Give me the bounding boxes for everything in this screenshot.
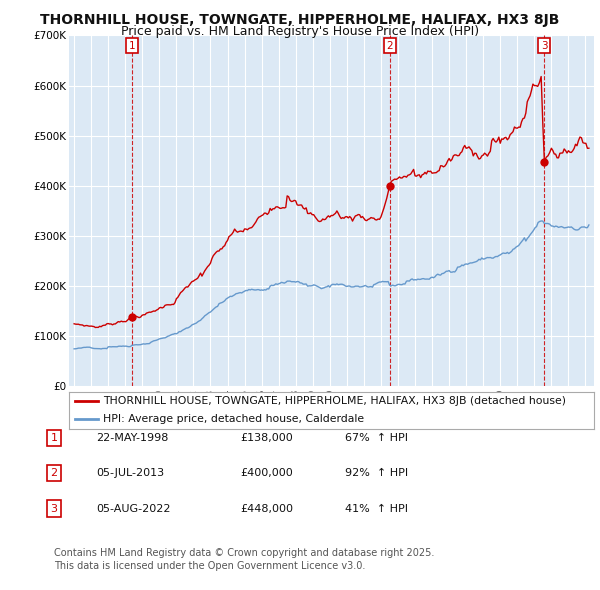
Text: 92%  ↑ HPI: 92% ↑ HPI	[345, 468, 408, 478]
Text: 2: 2	[50, 468, 58, 478]
Text: 67%  ↑ HPI: 67% ↑ HPI	[345, 433, 408, 442]
Text: £448,000: £448,000	[240, 504, 293, 513]
Text: £138,000: £138,000	[240, 433, 293, 442]
Text: Contains HM Land Registry data © Crown copyright and database right 2025.
This d: Contains HM Land Registry data © Crown c…	[54, 548, 434, 571]
Text: 1: 1	[128, 41, 135, 51]
Text: 2: 2	[386, 41, 393, 51]
Text: THORNHILL HOUSE, TOWNGATE, HIPPERHOLME, HALIFAX, HX3 8JB (detached house): THORNHILL HOUSE, TOWNGATE, HIPPERHOLME, …	[103, 396, 566, 406]
Text: Price paid vs. HM Land Registry's House Price Index (HPI): Price paid vs. HM Land Registry's House …	[121, 25, 479, 38]
Text: 1: 1	[50, 433, 58, 442]
Text: £400,000: £400,000	[240, 468, 293, 478]
Text: THORNHILL HOUSE, TOWNGATE, HIPPERHOLME, HALIFAX, HX3 8JB: THORNHILL HOUSE, TOWNGATE, HIPPERHOLME, …	[40, 13, 560, 27]
Text: 05-JUL-2013: 05-JUL-2013	[96, 468, 164, 478]
Text: 41%  ↑ HPI: 41% ↑ HPI	[345, 504, 408, 513]
Text: 05-AUG-2022: 05-AUG-2022	[96, 504, 170, 513]
Text: HPI: Average price, detached house, Calderdale: HPI: Average price, detached house, Cald…	[103, 414, 364, 424]
Text: 3: 3	[541, 41, 548, 51]
Text: 22-MAY-1998: 22-MAY-1998	[96, 433, 169, 442]
Text: 3: 3	[50, 504, 58, 513]
